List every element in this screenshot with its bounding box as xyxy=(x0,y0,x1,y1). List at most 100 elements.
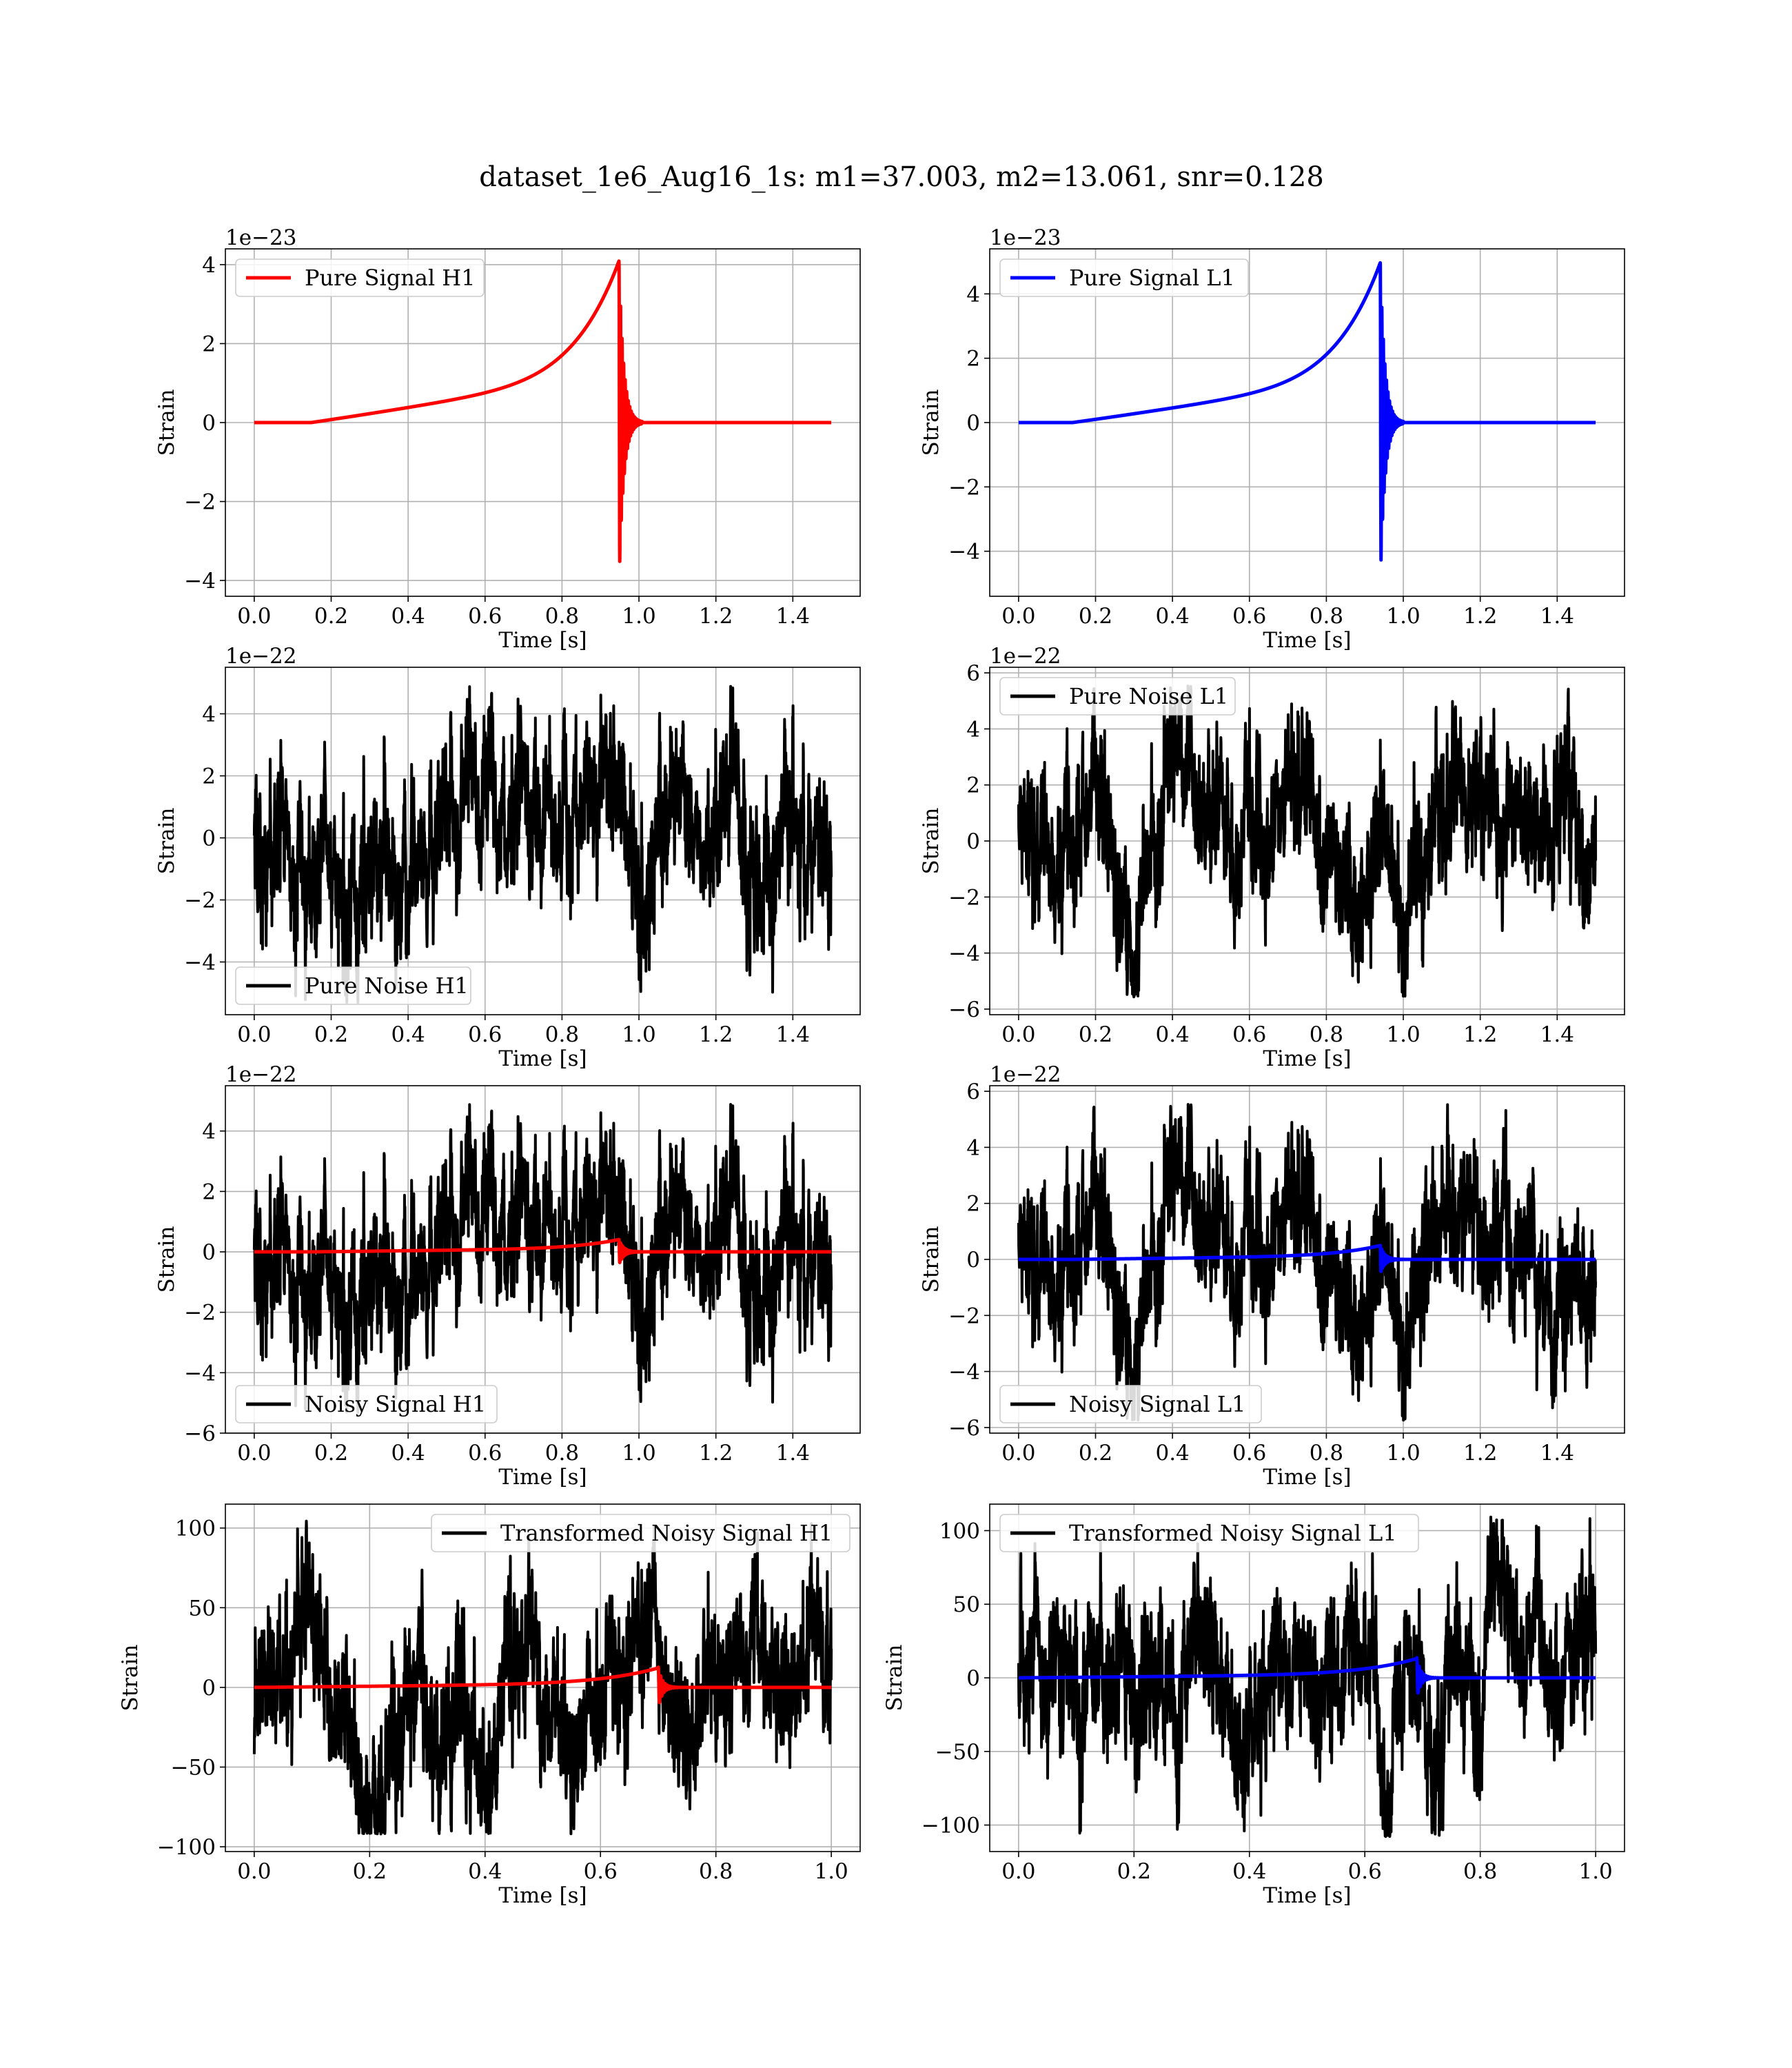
y-tick-label: 100 xyxy=(175,1517,216,1541)
plot-area xyxy=(1017,1103,1598,1422)
transformed-noisy-signal-h1-line xyxy=(252,1519,833,1836)
subplot-transformed-noisy-signal-h1: 0.0 0.2 0.4 0.6 0.8 1.0 −100 −50 0 50 100 Time [s] S… xyxy=(118,1503,861,1908)
y-axis-label: Strain xyxy=(154,389,179,456)
y-axis-label: Strain xyxy=(118,1645,143,1712)
y-tick-label: 2 xyxy=(202,332,216,356)
x-tick-label: 0.4 xyxy=(468,1859,502,1884)
x-tick-label: 0.2 xyxy=(1079,604,1112,629)
pure-noise-l1-line xyxy=(1017,685,1598,999)
x-tick-label: 0.2 xyxy=(1117,1859,1151,1884)
subplot-pure-signal-h1: 0.0 0.2 0.4 0.6 0.8 1.0 1.2 1.4 −4 −2 0 2 4 Time [s] S… xyxy=(154,225,861,653)
x-tick-label: 1.0 xyxy=(1578,1859,1612,1884)
x-tick-label: 0.8 xyxy=(1310,1441,1343,1466)
x-tick-label: 1.0 xyxy=(1386,1441,1420,1466)
y-tick-label: −4 xyxy=(184,951,216,975)
x-tick-label: 1.4 xyxy=(776,1441,810,1466)
y-tick-label: 0 xyxy=(966,1666,980,1691)
x-tick-label: 0.6 xyxy=(468,604,502,629)
y-tick-label: 0 xyxy=(202,827,216,851)
x-axis-label: Time [s] xyxy=(1263,1883,1351,1908)
y-tick-label: −2 xyxy=(184,889,216,913)
x-tick-label: 0.2 xyxy=(314,1022,348,1047)
y-tick-label: 50 xyxy=(189,1596,216,1621)
x-tick-label: 0.4 xyxy=(391,1441,425,1466)
subplot-noisy-signal-l1: 0.0 0.2 0.4 0.6 0.8 1.0 1.2 1.4 −6 −4 −2 0 2 4 6 Time [… xyxy=(919,1062,1625,1490)
x-tick-label: 1.0 xyxy=(814,1859,848,1884)
y-tick-label: −100 xyxy=(922,1814,980,1838)
noisy-signal-h1-line xyxy=(252,1103,833,1414)
y-tick-label: 4 xyxy=(966,1135,980,1160)
chirp-overlay-line xyxy=(1018,1244,1596,1273)
x-tick-label: 1.2 xyxy=(699,604,733,629)
legend: Noisy Signal H1 xyxy=(235,1385,498,1423)
x-tick-label: 0.0 xyxy=(237,1022,271,1047)
x-axis-label: Time [s] xyxy=(1263,1465,1351,1490)
legend: Pure Noise L1 xyxy=(999,677,1236,716)
y-tick-label: 2 xyxy=(202,764,216,789)
y-tick-label: −4 xyxy=(948,540,980,565)
y-tick-label: 4 xyxy=(202,253,216,278)
x-axis-label: Time [s] xyxy=(498,1883,587,1908)
y-tick-label: 0 xyxy=(966,411,980,436)
legend: Pure Noise H1 xyxy=(235,966,471,1005)
y-tick-label: 2 xyxy=(966,347,980,372)
x-axis-label: Time [s] xyxy=(1263,628,1351,653)
legend-label: Pure Noise H1 xyxy=(305,973,469,999)
x-tick-label: 0.8 xyxy=(1310,1022,1343,1047)
y-tick-label: 0 xyxy=(966,1248,980,1273)
x-tick-label: 0.4 xyxy=(1155,1441,1189,1466)
pure-signal-h1-line xyxy=(254,259,832,563)
x-tick-label: 0.8 xyxy=(699,1859,733,1884)
chirp-overlay-line xyxy=(1017,1656,1596,1695)
subplot-transformed-noisy-signal-l1: 0.0 0.2 0.4 0.6 0.8 1.0 −100 −50 0 50 100 Time [s] S… xyxy=(882,1503,1625,1908)
x-tick-label: 0.6 xyxy=(1232,1441,1266,1466)
plot-area xyxy=(252,1519,833,1836)
y-tick-label: 2 xyxy=(966,1192,980,1217)
x-tick-label: 0.6 xyxy=(1232,604,1266,629)
legend-box xyxy=(235,966,471,1005)
legend-label: Transformed Noisy Signal L1 xyxy=(1069,1520,1397,1546)
legend: Pure Signal L1 xyxy=(999,258,1249,297)
axes-frame xyxy=(225,1503,861,1852)
x-tick-label: 0.0 xyxy=(237,1441,271,1466)
x-tick-label: 0.6 xyxy=(1232,1022,1266,1047)
x-tick-label: 1.0 xyxy=(1386,1022,1420,1047)
x-tick-label: 1.4 xyxy=(776,604,810,629)
x-tick-label: 1.0 xyxy=(1386,604,1420,629)
x-tick-label: 0.4 xyxy=(1155,604,1189,629)
legend-label: Pure Noise L1 xyxy=(1069,683,1228,709)
x-tick-label: 1.0 xyxy=(622,1441,655,1466)
x-tick-label: 0.4 xyxy=(391,604,425,629)
legend: Transformed Noisy Signal L1 xyxy=(999,1514,1419,1552)
axes-frame xyxy=(225,248,861,597)
legend-label: Pure Signal L1 xyxy=(1069,265,1235,291)
x-tick-label: 1.4 xyxy=(776,1022,810,1047)
axes-frame xyxy=(225,667,861,1015)
y-tick-label: 4 xyxy=(966,717,980,742)
legend: Noisy Signal L1 xyxy=(999,1385,1262,1423)
x-tick-label: 0.6 xyxy=(584,1859,618,1884)
pure-noise-h1-line xyxy=(252,685,833,1004)
axes-frame xyxy=(989,248,1625,597)
x-tick-label: 1.4 xyxy=(1540,604,1574,629)
x-tick-label: 0.0 xyxy=(237,1859,271,1884)
y-tick-label: −4 xyxy=(948,942,980,966)
x-tick-label: 0.8 xyxy=(545,1441,579,1466)
y-tick-label: −4 xyxy=(184,1361,216,1386)
plot-area xyxy=(252,685,833,1004)
x-axis-label: Time [s] xyxy=(498,628,587,653)
axis-scale-label: 1e−23 xyxy=(990,225,1061,250)
y-axis-label: Strain xyxy=(919,1226,944,1293)
axes-frame xyxy=(989,667,1625,1015)
x-tick-label: 1.4 xyxy=(1540,1022,1574,1047)
axis-scale-label: 1e−22 xyxy=(990,1062,1061,1087)
x-tick-label: 0.8 xyxy=(545,1022,579,1047)
y-tick-label: −6 xyxy=(184,1421,216,1446)
y-tick-label: −100 xyxy=(157,1835,216,1860)
x-tick-label: 1.2 xyxy=(1463,604,1497,629)
x-tick-label: 0.4 xyxy=(1232,1859,1266,1884)
y-tick-label: −4 xyxy=(184,569,216,594)
y-tick-label: 4 xyxy=(202,702,216,727)
legend-label: Noisy Signal L1 xyxy=(1069,1391,1246,1417)
